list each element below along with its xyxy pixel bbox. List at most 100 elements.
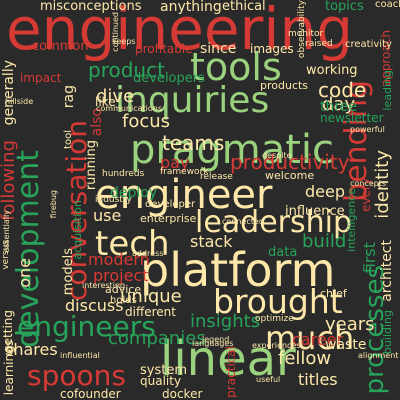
word-build: build <box>302 231 347 252</box>
word-images: images <box>250 42 294 56</box>
word-productivity: productivity <box>230 150 350 174</box>
word-hillside: hillside <box>5 97 34 106</box>
word-three: three <box>320 99 358 115</box>
word-ethical: ethical <box>222 0 266 14</box>
word-languages: languages <box>192 339 234 348</box>
word-leadership: leadership <box>195 205 353 240</box>
word-keeps: keeps <box>112 37 136 46</box>
word-shares: shares <box>5 340 58 359</box>
word-spoons: spoons <box>27 359 126 392</box>
word-topics: topics <box>325 0 364 14</box>
word-quality: quality <box>140 374 182 388</box>
word-first: first <box>360 242 379 274</box>
word-creativity: creativity <box>345 39 392 50</box>
word-platform: platform <box>140 243 336 297</box>
word-since: since <box>200 41 237 57</box>
word-coach: coach <box>375 0 400 10</box>
word-stack: stack <box>190 232 233 251</box>
word-developer: developer <box>145 199 196 210</box>
word-project: project <box>93 266 149 285</box>
word-waste: waste <box>325 337 367 353</box>
word-pragmatic: pragmatic <box>130 127 335 173</box>
word-running: running <box>84 140 99 191</box>
word-monitor: monitor <box>288 29 324 39</box>
word-companies: companies <box>108 328 206 349</box>
word-insights: insights <box>190 311 261 332</box>
word-different: different <box>125 305 176 319</box>
word-dive: dive <box>96 86 135 107</box>
word-hundreds: hundreds <box>102 169 145 179</box>
word-despite: despite <box>262 151 292 160</box>
word-influential: influential <box>60 351 100 360</box>
word-holds: holds <box>110 295 137 306</box>
word-optimize: optimize <box>255 314 294 324</box>
word-generally: generally <box>1 60 17 126</box>
word-welcome: welcome <box>265 169 315 182</box>
word-connected: connected <box>222 217 264 226</box>
word-alignment: alignment <box>358 351 399 360</box>
word-learnings: learnings <box>2 340 16 396</box>
word-working: working <box>306 63 358 78</box>
word-advice: advice <box>105 283 142 296</box>
word-experiences: experiences <box>252 341 301 350</box>
word-titles: titles <box>298 370 338 389</box>
word-inquiries: inquiries <box>115 80 270 121</box>
word-continued: continued <box>111 12 120 52</box>
word-practical: practical <box>224 346 238 398</box>
word-release: release <box>200 172 233 182</box>
word-architect: architect <box>379 240 395 302</box>
word-day: day <box>322 94 356 115</box>
word-powerful: powerful <box>350 125 385 134</box>
word-interesting: interesting <box>82 281 126 290</box>
word-modern: modern <box>88 250 150 269</box>
word-address: address <box>132 249 164 258</box>
word-leading: leading <box>381 70 394 111</box>
word-misconceptions: misconceptions <box>40 0 142 14</box>
word-intelligence: intelligence <box>345 188 358 252</box>
word-common: common <box>32 39 89 54</box>
word-firebug: firebug <box>49 190 58 219</box>
word-linear: linear <box>160 331 296 387</box>
word-raised: raised <box>305 39 333 49</box>
word-useful: useful <box>256 375 281 384</box>
word-framework: framework <box>160 167 209 177</box>
word-system: system <box>140 363 187 378</box>
word-cofounder: cofounder <box>60 387 121 400</box>
word-teams: teams <box>162 131 225 155</box>
word-rag: rag <box>61 85 77 109</box>
word-product: product <box>88 58 165 82</box>
word-products: products <box>260 79 309 92</box>
word-legend: legend <box>202 335 230 344</box>
word-engineer: engineer <box>95 172 273 218</box>
word-enterprise: enterprise <box>140 212 197 225</box>
word-pay: pay <box>160 153 190 172</box>
word-concepts: concepts <box>350 179 387 188</box>
word-anything: anything <box>160 0 222 15</box>
word-focus: focus <box>122 111 171 132</box>
word-impact: impact <box>20 71 62 85</box>
word-essentially: essentially <box>2 210 11 253</box>
word-developers: developers <box>133 71 205 86</box>
word-much: much <box>265 319 355 357</box>
word-tool: tool <box>63 130 74 149</box>
word-engineering: engineering <box>6 0 354 63</box>
word-docker: docker <box>162 387 203 400</box>
word-data: data <box>268 245 298 260</box>
word-one: one <box>15 258 34 288</box>
word-like: like <box>95 95 116 109</box>
word-career: career <box>292 330 344 349</box>
word-discuss: discuss <box>65 296 124 315</box>
word-chief: chief <box>320 287 347 300</box>
word-deep: deep <box>305 182 345 201</box>
word-building: building <box>381 310 394 355</box>
word-fellow: fellow <box>278 348 332 369</box>
word-code: code <box>318 78 367 102</box>
word-acquisition: acquisition <box>71 200 84 260</box>
word-tech: tech <box>95 224 170 264</box>
word-communications: communications <box>96 104 163 113</box>
word-deploy: deploy <box>110 185 158 201</box>
word-industry: industry <box>95 195 132 205</box>
word-influence: influence <box>285 204 345 219</box>
word-brought: brought <box>213 282 343 321</box>
